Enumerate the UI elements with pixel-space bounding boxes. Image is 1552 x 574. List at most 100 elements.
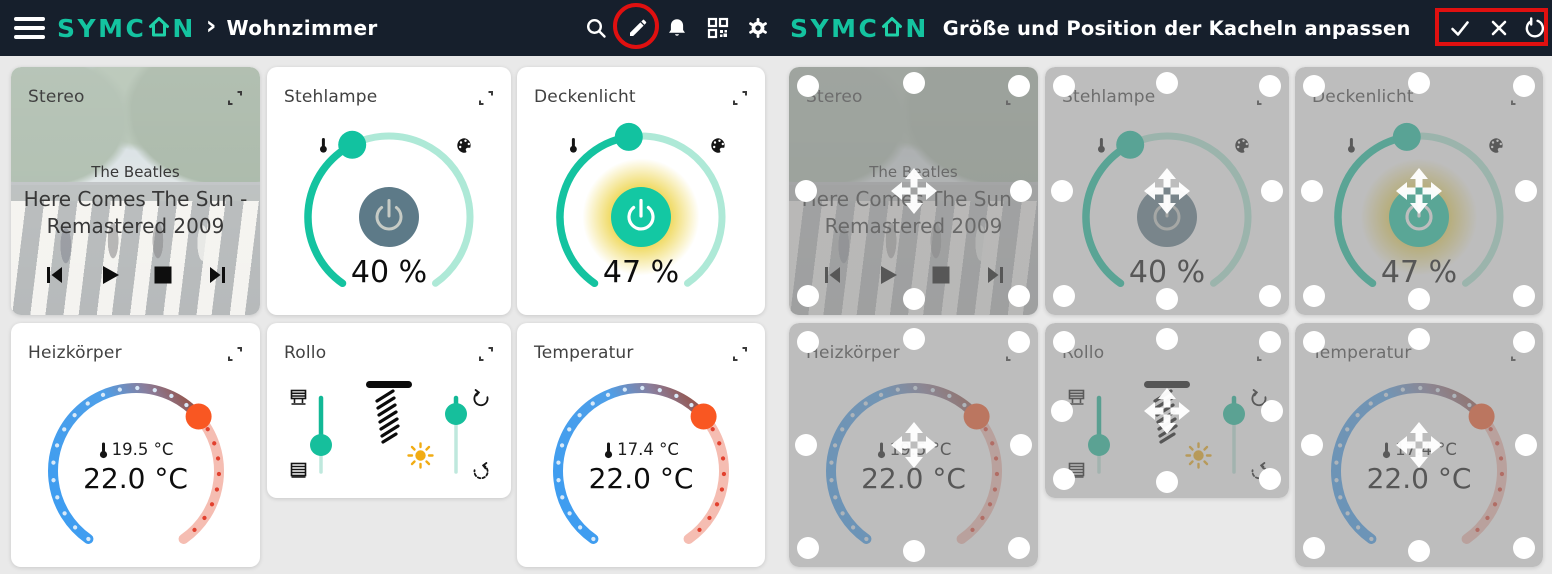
resize-handle-tl[interactable]: [1053, 331, 1075, 353]
settings-gear-icon[interactable]: [747, 17, 769, 39]
resize-handle-br[interactable]: [1008, 285, 1030, 307]
resize-handle-tm[interactable]: [1156, 328, 1178, 350]
tile-deckenlicht[interactable]: Deckenlicht 47 %: [517, 67, 765, 315]
thermostat-gauge[interactable]: [11, 328, 260, 558]
resize-handle-tm[interactable]: [902, 72, 925, 94]
expand-icon[interactable]: [730, 88, 750, 108]
expand-icon[interactable]: [730, 344, 750, 364]
resize-handle-tl[interactable]: [797, 75, 819, 97]
resize-handle-bm[interactable]: [902, 540, 925, 562]
tile-deckenlicht-edit[interactable]: Deckenlicht 47 %: [1295, 67, 1543, 315]
color-palette-icon[interactable]: [456, 137, 473, 154]
resize-handle-tm[interactable]: [1156, 72, 1178, 94]
move-handle-icon[interactable]: [1139, 163, 1195, 219]
resize-handle-ml[interactable]: [1051, 399, 1073, 422]
dimmer-gauge[interactable]: [517, 77, 765, 302]
tile-stereo[interactable]: Stereo The Beatles Here Comes The Sun - …: [11, 67, 260, 315]
color-temperature-icon[interactable]: [315, 137, 332, 154]
expand-icon[interactable]: [476, 88, 496, 108]
resize-handle-ml[interactable]: [1051, 180, 1073, 202]
resize-handle-ml[interactable]: [1301, 180, 1323, 202]
resize-handle-ml[interactable]: [795, 180, 817, 202]
resize-handle-tr[interactable]: [1008, 331, 1030, 353]
play-button[interactable]: [97, 263, 121, 287]
resize-handle-mr[interactable]: [1515, 434, 1537, 456]
dimmer-gauge[interactable]: [267, 77, 511, 302]
move-handle-icon[interactable]: [886, 417, 942, 473]
confirm-check-icon[interactable]: [1449, 17, 1471, 39]
tile-stereo-edit[interactable]: Stereo The Beatles Here Comes The Sun - …: [789, 67, 1038, 315]
move-handle-icon[interactable]: [1139, 383, 1195, 439]
shutter-down-icon[interactable]: [290, 462, 307, 479]
resize-handle-tl[interactable]: [1303, 75, 1325, 97]
resize-handle-bl[interactable]: [1053, 468, 1075, 490]
resize-handle-tm[interactable]: [1408, 72, 1430, 94]
tile-heizkoerper-edit[interactable]: Heizkörper 19.5 °C 22.0 °C: [789, 323, 1038, 567]
resize-handle-br[interactable]: [1259, 468, 1281, 490]
resize-handle-ml[interactable]: [1301, 434, 1323, 456]
thermostat-gauge[interactable]: [517, 328, 765, 558]
expand-icon[interactable]: [225, 344, 245, 364]
search-icon[interactable]: [585, 17, 607, 39]
resize-handle-mr[interactable]: [1261, 399, 1283, 422]
edit-pencil-icon[interactable]: [627, 17, 649, 39]
menu-icon[interactable]: [14, 17, 45, 39]
resize-handle-mr[interactable]: [1261, 180, 1283, 202]
color-temperature-icon[interactable]: [565, 137, 582, 154]
resize-handle-bl[interactable]: [1303, 537, 1325, 559]
resize-handle-bl[interactable]: [797, 537, 819, 559]
tile-rollo-edit[interactable]: Rollo: [1045, 323, 1289, 498]
reset-rotate-icon[interactable]: [1523, 17, 1545, 39]
skip-previous-button[interactable]: [43, 263, 67, 287]
stop-button[interactable]: [151, 263, 175, 287]
tile-temperatur[interactable]: Temperatur 17.4 °C 22.0 °C: [517, 323, 765, 567]
resize-handle-tl[interactable]: [797, 331, 819, 353]
resize-handle-br[interactable]: [1008, 537, 1030, 559]
color-palette-icon[interactable]: [710, 137, 727, 154]
resize-handle-bm[interactable]: [1408, 288, 1430, 310]
tile-stehlampe[interactable]: Stehlampe 40 %: [267, 67, 511, 315]
rotate-left-icon[interactable]: [472, 389, 490, 407]
move-handle-icon[interactable]: [1391, 163, 1447, 219]
move-handle-icon[interactable]: [1391, 417, 1447, 473]
shutter-up-icon[interactable]: [290, 389, 307, 406]
resize-handle-bm[interactable]: [1408, 540, 1430, 562]
resize-handle-bm[interactable]: [1156, 471, 1178, 493]
resize-handle-tl[interactable]: [1053, 75, 1075, 97]
resize-handle-bl[interactable]: [1303, 285, 1325, 307]
resize-handle-tr[interactable]: [1513, 75, 1535, 97]
rotate-right-icon[interactable]: [472, 462, 490, 480]
resize-handle-mr[interactable]: [1010, 180, 1032, 202]
cancel-x-icon[interactable]: [1488, 17, 1510, 39]
resize-handle-tr[interactable]: [1259, 75, 1281, 97]
tile-temperatur-edit[interactable]: Temperatur 17.4 °C 22.0 °C: [1295, 323, 1543, 567]
resize-handle-br[interactable]: [1513, 285, 1535, 307]
resize-handle-bm[interactable]: [902, 288, 925, 310]
resize-handle-mr[interactable]: [1515, 180, 1537, 202]
notifications-bell-icon[interactable]: [666, 17, 688, 39]
resize-handle-bl[interactable]: [1053, 285, 1075, 307]
move-handle-icon[interactable]: [886, 163, 942, 219]
tile-rollo[interactable]: Rollo: [267, 323, 511, 498]
skip-next-button[interactable]: [205, 263, 229, 287]
expand-icon[interactable]: [225, 88, 245, 108]
position-slider[interactable]: [309, 391, 333, 477]
resize-handle-ml[interactable]: [795, 434, 817, 456]
resize-handle-bm[interactable]: [1156, 288, 1178, 310]
qr-code-icon[interactable]: [707, 17, 729, 39]
rotation-slider[interactable]: [444, 391, 468, 477]
resize-handle-bl[interactable]: [797, 285, 819, 307]
tile-stehlampe-edit[interactable]: Stehlampe 40 %: [1045, 67, 1289, 315]
resize-handle-br[interactable]: [1259, 285, 1281, 307]
resize-handle-tm[interactable]: [902, 328, 925, 350]
resize-handle-tr[interactable]: [1259, 331, 1281, 353]
resize-handle-tr[interactable]: [1008, 75, 1030, 97]
resize-handle-tl[interactable]: [1303, 331, 1325, 353]
resize-handle-tr[interactable]: [1513, 331, 1535, 353]
breadcrumb-room[interactable]: Wohnzimmer: [226, 16, 378, 40]
resize-handle-mr[interactable]: [1010, 434, 1032, 456]
tile-heizkoerper[interactable]: Heizkörper 19.5 °C 22.0 °C: [11, 323, 260, 567]
resize-handle-br[interactable]: [1513, 537, 1535, 559]
expand-icon[interactable]: [476, 344, 496, 364]
resize-handle-tm[interactable]: [1408, 328, 1430, 350]
